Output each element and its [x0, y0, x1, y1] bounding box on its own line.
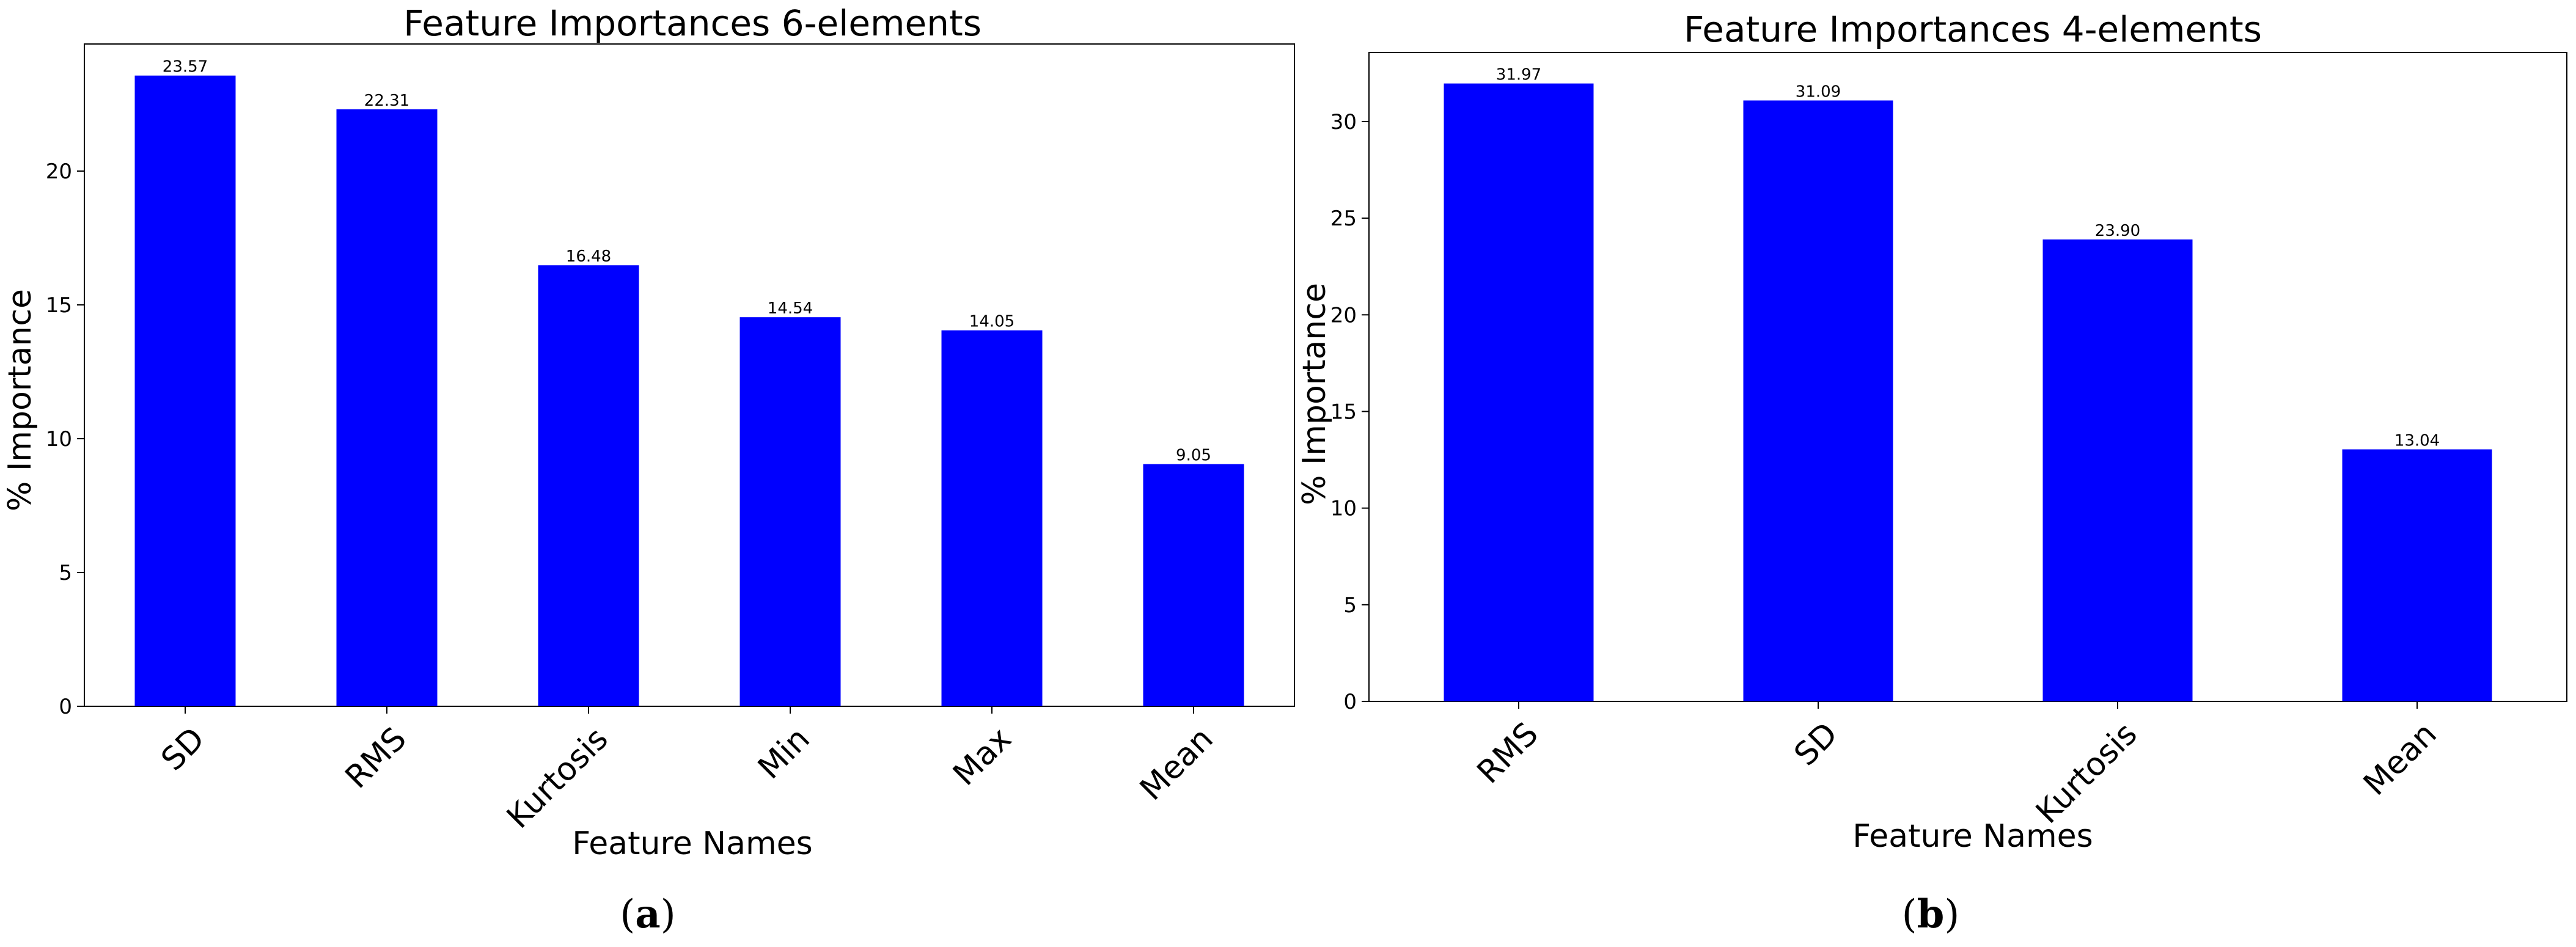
data-label: 14.05 [969, 313, 1015, 331]
chart-b-xlabel: Feature Names [1852, 818, 2093, 855]
bar-kurtosis [538, 265, 639, 706]
data-label: 31.97 [1496, 66, 1541, 84]
data-label: 13.04 [2394, 431, 2440, 450]
chart-a: Feature Importances 6-elements % Importa… [2, 2, 1295, 937]
x-tick-label: SD [1788, 715, 1845, 773]
bar-rms [1444, 83, 1594, 701]
chart-a-caption: (a) [620, 891, 675, 937]
x-tick-label: SD [155, 720, 212, 778]
bar-rms [336, 109, 438, 706]
y-tick-label: 25 [1330, 207, 1357, 231]
chart-a-title: Feature Importances 6-elements [403, 2, 982, 44]
y-tick-label: 5 [1343, 593, 1357, 618]
chart-b-caption: (b) [1902, 891, 1960, 937]
chart-b-caption-letter: b [1917, 891, 1945, 937]
bar-mean [2342, 449, 2492, 701]
y-tick-label: 10 [46, 427, 72, 452]
bar-min [739, 317, 841, 706]
x-tick-label: Kurtosis [2029, 715, 2145, 831]
chart-a-xlabel: Feature Names [572, 825, 813, 862]
y-tick-label: 15 [46, 293, 72, 318]
chart-b-title: Feature Importances 4-elements [1684, 9, 2262, 50]
x-tick-label: Kurtosis [500, 720, 615, 836]
bar-sd [134, 75, 236, 706]
data-label: 14.54 [768, 299, 813, 318]
x-tick-label: Max [946, 720, 1018, 792]
data-label: 9.05 [1176, 447, 1211, 465]
data-label: 23.90 [2095, 222, 2140, 240]
x-tick-label: Mean [1133, 720, 1220, 808]
y-tick-label: 0 [59, 695, 72, 719]
data-label: 16.48 [566, 247, 611, 266]
bar-mean [1143, 464, 1244, 706]
chart-b-ylabel: % Importance [1296, 283, 1333, 505]
data-label: 22.31 [364, 92, 409, 110]
x-tick-label: Min [751, 720, 817, 786]
bar-sd [1743, 100, 1893, 702]
y-tick-label: 10 [1330, 497, 1357, 521]
y-tick-label: 15 [1330, 400, 1357, 424]
chart-b: Feature Importances 4-elements % Importa… [1296, 9, 2567, 937]
data-label: 23.57 [163, 58, 208, 76]
x-tick-label: Mean [2357, 715, 2444, 803]
data-label: 31.09 [1796, 82, 1841, 101]
y-tick-label: 0 [1343, 690, 1357, 714]
chart-a-frame [84, 43, 1295, 707]
chart-b-frame [1368, 52, 2567, 702]
bar-max [941, 330, 1043, 706]
chart-a-ylabel: % Importance [2, 289, 39, 511]
bar-kurtosis [2042, 239, 2193, 702]
y-tick-label: 20 [46, 159, 72, 184]
y-tick-label: 20 [1330, 303, 1357, 327]
y-tick-label: 5 [59, 561, 72, 585]
x-tick-label: RMS [1470, 715, 1546, 791]
chart-a-caption-letter: a [635, 891, 660, 937]
y-tick-label: 30 [1330, 110, 1357, 134]
x-tick-label: RMS [339, 720, 414, 795]
